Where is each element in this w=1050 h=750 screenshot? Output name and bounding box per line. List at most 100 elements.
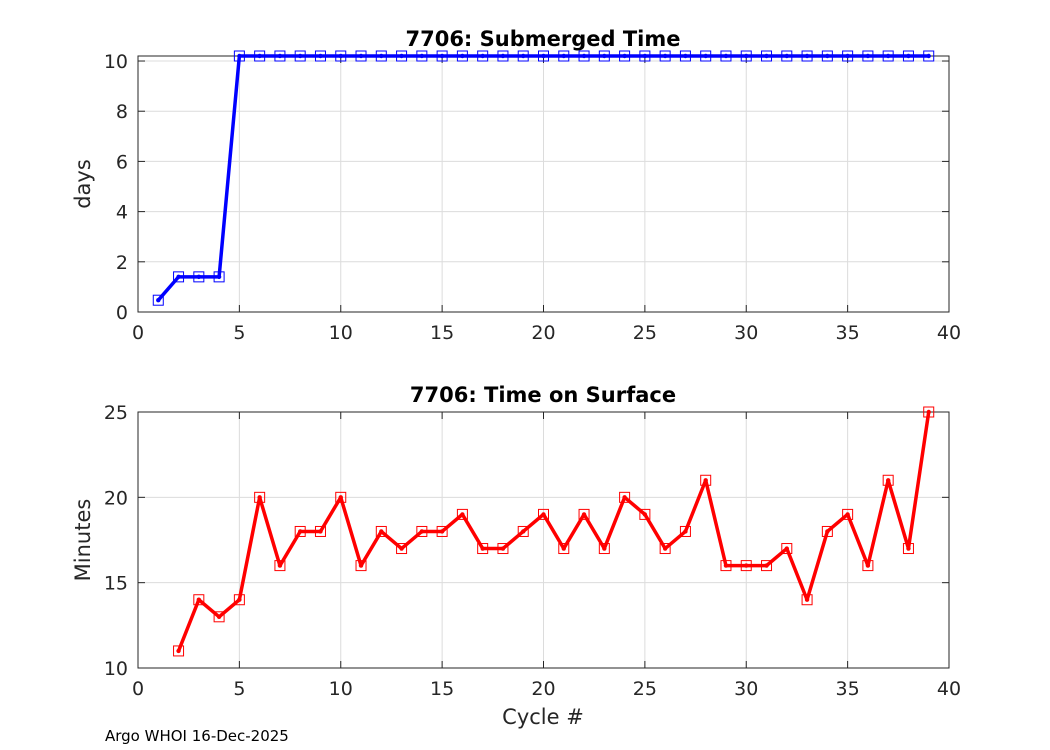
- submerged-time-data-dot: [399, 53, 404, 59]
- submerged-time-data-dot: [257, 53, 262, 59]
- submerged-time-data-point: [821, 50, 833, 62]
- submerged-time-x-tick-label: 5: [233, 322, 245, 344]
- surface-time-data-dot: [439, 529, 445, 534]
- submerged-time-data-point: [781, 50, 793, 62]
- submerged-time-data-dot: [845, 53, 850, 59]
- submerged-time-data-dot: [358, 53, 364, 59]
- surface-time-data-point: [396, 543, 408, 555]
- submerged-time-data-dot: [581, 53, 587, 59]
- submerged-time-data-dot: [156, 298, 161, 303]
- submerged-time-title: 7706: Submerged Time: [405, 27, 680, 51]
- surface-time-x-tick-label: 25: [633, 678, 657, 700]
- submerged-time-data-dot: [885, 53, 891, 59]
- submerged-time-data-point: [294, 50, 306, 62]
- submerged-time-data-dot: [561, 53, 566, 59]
- surface-time-x-tick-label: 0: [132, 678, 144, 700]
- surface-time-data-dot: [237, 597, 242, 602]
- surface-time-data-dot: [460, 512, 465, 517]
- surface-time-y-tick-label: 25: [104, 402, 128, 424]
- surface-time-data-point: [173, 645, 185, 657]
- submerged-time-data-point: [882, 50, 894, 62]
- submerged-time-data-dot: [804, 53, 810, 59]
- surface-time-data-dot: [379, 529, 384, 534]
- submerged-time-data-dot: [602, 53, 607, 59]
- submerged-time-data-point: [456, 50, 468, 62]
- submerged-time-data-point: [598, 50, 610, 62]
- surface-time-data-point: [639, 508, 651, 520]
- surface-time-data-point: [314, 525, 326, 537]
- submerged-time-data-dot: [926, 53, 931, 59]
- surface-time-data-point: [497, 543, 509, 555]
- surface-time-data-dot: [784, 546, 789, 551]
- surface-time-data-dot: [865, 563, 871, 568]
- surface-time-data-point: [436, 525, 448, 537]
- surface-time-series-line: [176, 411, 931, 652]
- surface-time-plot: 7706: Time on Surface Minutes Cycle # 0 5…: [71, 383, 961, 729]
- submerged-time-data-dot: [237, 53, 242, 59]
- surface-time-x-tick-label: 15: [430, 678, 454, 700]
- submerged-time-x-tick-label: 0: [132, 322, 144, 344]
- submerged-time-data-dot: [439, 53, 445, 59]
- surface-time-data-point: [700, 474, 712, 486]
- surface-time-data-point: [558, 543, 570, 555]
- surface-time-data-dot: [662, 546, 668, 551]
- surface-time-data-point: [193, 594, 205, 606]
- submerged-time-data-point: [213, 271, 225, 283]
- surface-time-x-tick-label: 20: [531, 678, 555, 700]
- submerged-time-data-dot: [865, 53, 871, 59]
- surface-time-x-tick-label: 40: [937, 678, 961, 700]
- surface-time-data-dot: [480, 546, 485, 551]
- submerged-time-y-tick-label: 0: [116, 302, 128, 324]
- surface-time-data-point: [294, 525, 306, 537]
- submerged-time-data-point: [740, 50, 752, 62]
- surface-time-data-point: [720, 560, 732, 572]
- surface-time-data-point: [598, 543, 610, 555]
- submerged-time-data-point: [314, 50, 326, 62]
- surface-time-data-point: [679, 525, 691, 537]
- surface-time-data-point: [821, 525, 833, 537]
- surface-time-data-dot: [845, 512, 850, 517]
- submerged-time-y-tick-label: 6: [116, 151, 128, 173]
- submerged-time-x-tick-label: 30: [734, 322, 758, 344]
- submerged-time-data-point: [233, 50, 245, 62]
- surface-time-data-dot: [318, 529, 323, 534]
- surface-time-data-point: [862, 560, 874, 572]
- submerged-time-x-tick-label: 25: [633, 322, 657, 344]
- submerged-time-data-point: [801, 50, 813, 62]
- surface-time-data-dot: [561, 546, 566, 551]
- submerged-time-data-point: [902, 50, 914, 62]
- submerged-time-data-dot: [541, 53, 546, 59]
- submerged-time-data-point: [254, 50, 266, 62]
- surface-time-data-point: [233, 594, 245, 606]
- submerged-time-data-point: [842, 50, 854, 62]
- submerged-time-data-dot: [277, 53, 283, 59]
- submerged-time-data-point: [720, 50, 732, 62]
- surface-time-y-tick-label: 10: [104, 658, 128, 680]
- submerged-time-data-point: [436, 50, 448, 62]
- submerged-time-data-point: [396, 50, 408, 62]
- surface-time-data-dot: [500, 546, 506, 551]
- submerged-time-y-tick-label: 8: [116, 101, 128, 123]
- surface-time-y-tick-label: 20: [104, 487, 128, 509]
- surface-time-data-dot: [703, 478, 708, 483]
- surface-time-data-point: [254, 491, 266, 503]
- submerged-time-data-dot: [176, 274, 181, 280]
- submerged-time-data-point: [578, 50, 590, 62]
- surface-time-data-point: [375, 525, 387, 537]
- submerged-time-data-point: [639, 50, 651, 62]
- surface-time-grid: [137, 411, 950, 669]
- surface-time-data-dot: [926, 409, 931, 415]
- submerged-time-data-dot: [642, 53, 648, 59]
- surface-time-data-dot: [338, 495, 343, 500]
- surface-time-data-dot: [277, 563, 283, 568]
- surface-time-data-dot: [358, 563, 364, 568]
- surface-time-x-tick-label: 5: [233, 678, 245, 700]
- submerged-time-data-dot: [521, 53, 526, 59]
- submerged-time-data-point: [193, 271, 205, 283]
- surface-time-data-dot: [764, 563, 769, 568]
- submerged-time-data-dot: [500, 53, 506, 59]
- submerged-time-data-dot: [216, 274, 222, 280]
- submerged-time-data-point: [416, 50, 428, 62]
- submerged-time-data-dot: [196, 274, 202, 280]
